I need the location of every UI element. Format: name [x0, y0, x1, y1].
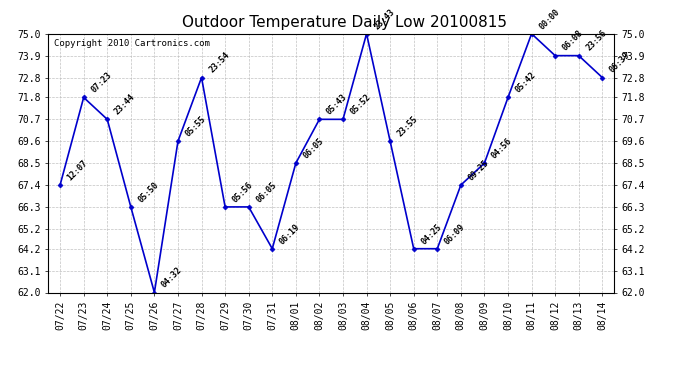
Text: Outdoor Temperature Daily Low 20100815: Outdoor Temperature Daily Low 20100815 [182, 15, 508, 30]
Text: 00:00: 00:00 [537, 7, 561, 31]
Text: 05:55: 05:55 [184, 114, 208, 138]
Text: 23:44: 23:44 [112, 93, 137, 117]
Text: 04:56: 04:56 [490, 136, 514, 160]
Text: 04:25: 04:25 [420, 222, 443, 246]
Text: 09:25: 09:25 [466, 158, 491, 182]
Text: 12:07: 12:07 [66, 158, 90, 182]
Text: 23:43: 23:43 [372, 7, 396, 31]
Text: Copyright 2010 Cartronics.com: Copyright 2010 Cartronics.com [54, 39, 210, 48]
Text: 23:55: 23:55 [395, 114, 420, 138]
Text: 06:05: 06:05 [302, 136, 326, 160]
Text: 07:23: 07:23 [89, 70, 113, 94]
Text: 23:56: 23:56 [584, 29, 609, 53]
Text: 06:05: 06:05 [254, 180, 278, 204]
Text: 06:19: 06:19 [278, 222, 302, 246]
Text: 05:52: 05:52 [348, 93, 373, 117]
Text: 06:08: 06:08 [561, 29, 584, 53]
Text: 06:09: 06:09 [443, 222, 467, 246]
Text: 06:39: 06:39 [608, 51, 632, 75]
Text: 04:32: 04:32 [160, 266, 184, 290]
Text: 05:56: 05:56 [230, 180, 255, 204]
Text: 23:54: 23:54 [207, 51, 231, 75]
Text: 05:42: 05:42 [513, 70, 538, 94]
Text: 05:50: 05:50 [137, 180, 160, 204]
Text: 05:43: 05:43 [325, 93, 349, 117]
